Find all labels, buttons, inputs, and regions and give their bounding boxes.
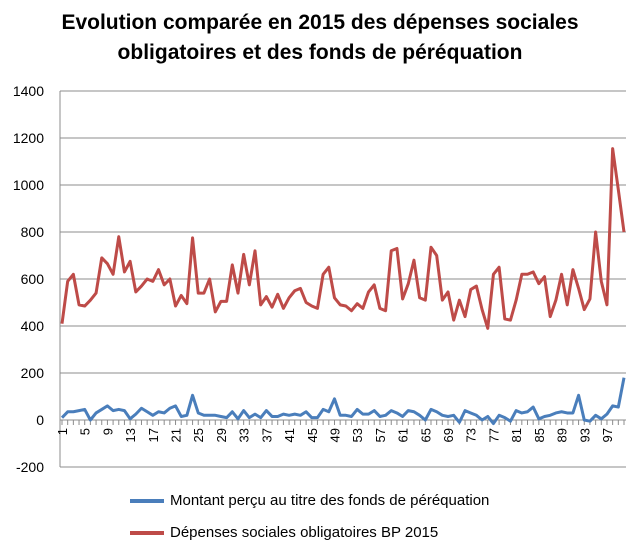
title-line-1: Evolution comparée en 2015 des dépenses …	[61, 11, 579, 34]
y-tick-label: 200	[21, 365, 45, 381]
x-tick-label: 81	[509, 428, 524, 442]
y-tick-label: 400	[21, 318, 45, 334]
y-tick-label: 0	[36, 412, 44, 428]
x-tick-label: 89	[555, 428, 570, 442]
x-tick-label: 73	[464, 428, 479, 442]
x-tick-label: 69	[441, 428, 456, 442]
x-tick-label: 45	[305, 428, 320, 442]
x-tick-label: 93	[577, 428, 592, 442]
legend-item-red: Dépenses sociales obligatoires BP 2015	[130, 524, 438, 541]
legend-label: Montant perçu au titre des fonds de péré…	[170, 492, 490, 509]
x-tick-label: 25	[191, 428, 206, 442]
x-tick-label: 53	[350, 428, 365, 442]
legend-swatch	[130, 530, 164, 535]
y-tick-label: 800	[21, 224, 45, 240]
x-tick-label: 21	[169, 428, 184, 442]
x-tick-label: 1	[55, 428, 70, 435]
x-tick-label: 29	[214, 428, 229, 442]
series-line-1	[60, 147, 626, 330]
x-tick-label: 49	[327, 428, 342, 442]
x-tick-label: 77	[486, 428, 501, 442]
x-tick-label: 9	[100, 428, 115, 435]
legend-label: Dépenses sociales obligatoires BP 2015	[170, 524, 439, 541]
chart-title: Evolution comparée en 2015 des dépenses …	[0, 8, 640, 68]
x-tick-label: 33	[237, 428, 252, 442]
x-tick-label: 17	[146, 428, 161, 442]
x-tick-label: 13	[123, 428, 138, 442]
x-tick-label: 65	[418, 428, 433, 442]
x-tick-label: 41	[282, 428, 297, 442]
x-tick-label: 57	[373, 428, 388, 442]
y-tick-label: 600	[21, 271, 45, 287]
title-line-2: obligatoires et des fonds de péréquation	[117, 41, 523, 64]
x-tick-label: 85	[532, 428, 547, 442]
y-tick-label: 1400	[13, 83, 44, 99]
x-tick-label: 61	[396, 428, 411, 442]
y-tick-label: -200	[16, 459, 44, 475]
y-tick-label: 1200	[13, 130, 44, 146]
y-tick-label: 1000	[13, 177, 44, 193]
x-tick-label: 37	[259, 428, 274, 442]
x-tick-label: 5	[78, 428, 93, 435]
legend-item-blue: Montant perçu au titre des fonds de péré…	[130, 492, 489, 509]
x-tick-label: 97	[600, 428, 615, 442]
series-line-0	[60, 377, 626, 426]
legend-swatch	[130, 498, 164, 503]
